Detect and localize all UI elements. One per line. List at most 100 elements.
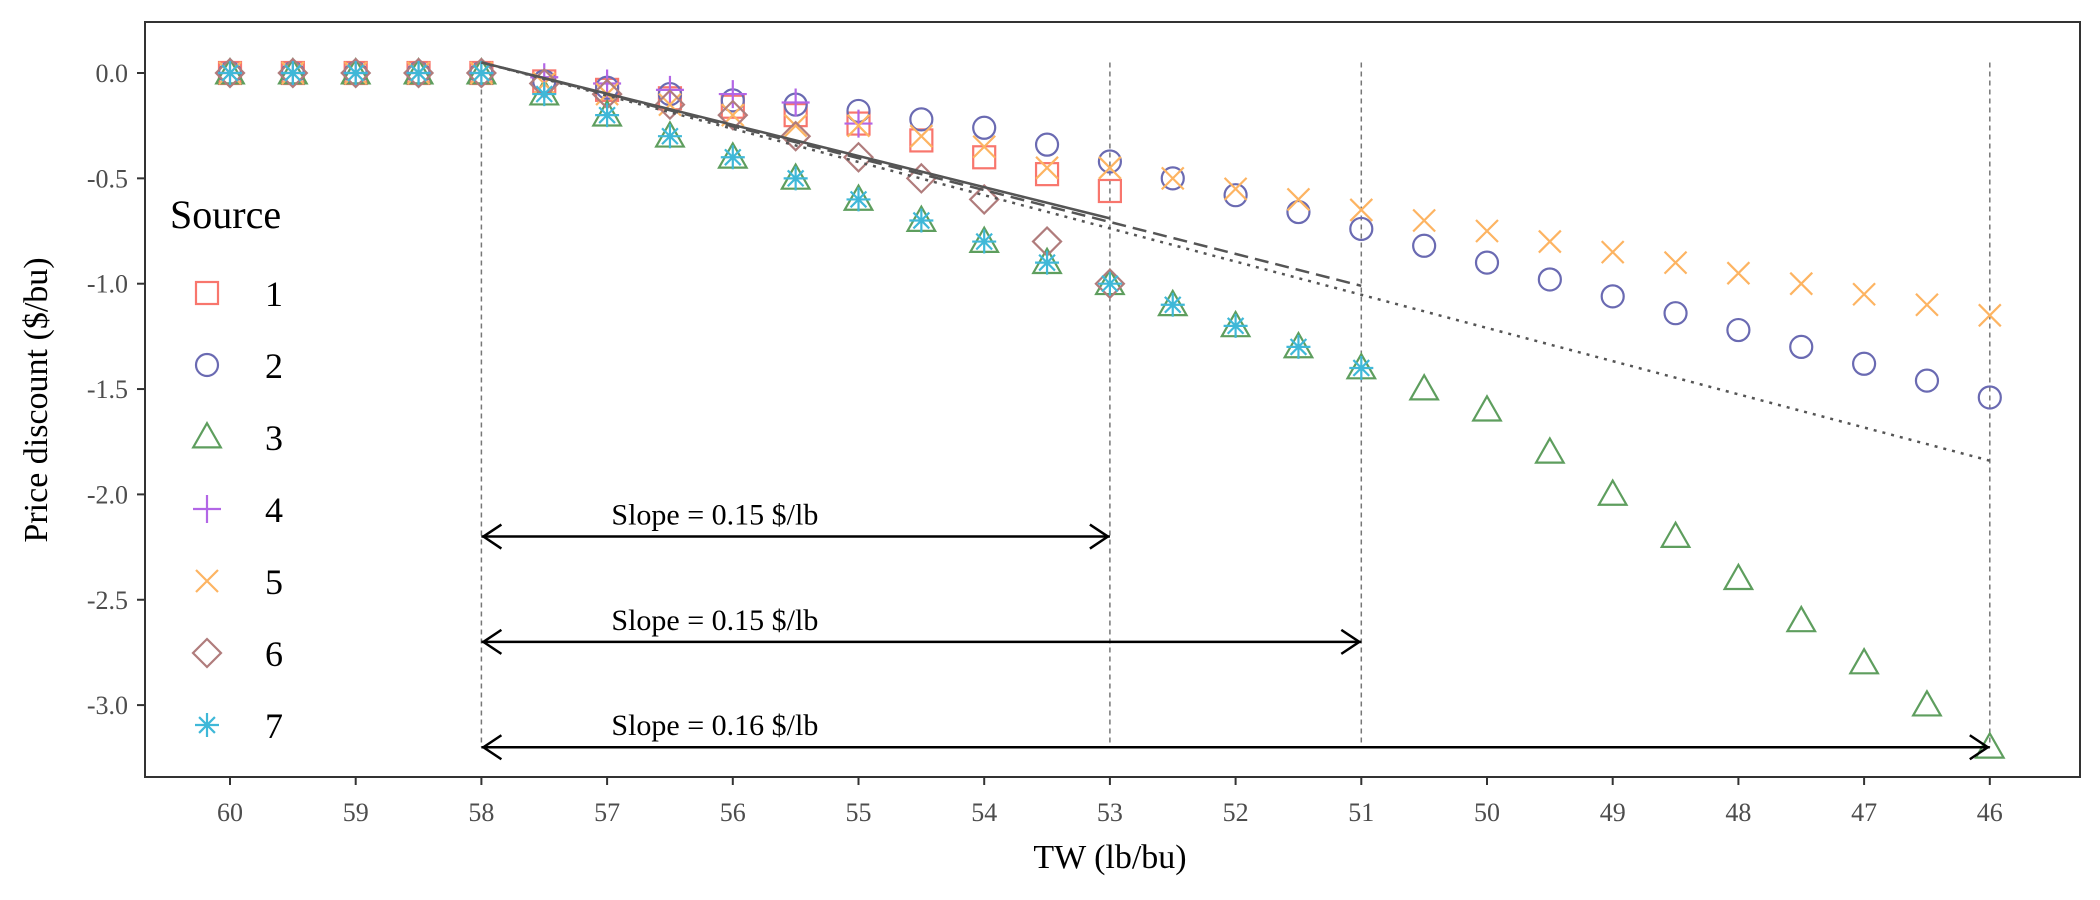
data-point-series-7 [532, 82, 557, 107]
data-point-series-6 [340, 57, 372, 89]
data-point-series-5 [1538, 229, 1562, 254]
data-point-series-4 [844, 109, 873, 138]
x-tick-label: 47 [1851, 798, 1877, 827]
data-point-series-2 [1223, 183, 1248, 208]
data-point-series-6 [780, 120, 812, 152]
data-point-series-7 [406, 61, 431, 85]
slope-label: Slope = 0.15 $/lb [611, 499, 818, 532]
y-tick-label: -0.5 [87, 164, 128, 193]
data-point-series-7 [657, 124, 682, 149]
data-point-series-7 [846, 187, 871, 212]
data-point-series-3 [1785, 604, 1817, 633]
data-point-series-3 [1848, 646, 1880, 675]
data-point-series-5 [1035, 156, 1059, 180]
data-point-series-2 [1726, 317, 1751, 343]
data-point-series-5 [1160, 166, 1185, 191]
guide-lines [480, 62, 1991, 748]
arrow-head-left [481, 523, 503, 550]
data-point-series-7 [1223, 313, 1248, 338]
data-point-series-2 [1851, 351, 1877, 376]
y-tick-label: -2.5 [87, 586, 128, 615]
data-point-series-7 [1160, 292, 1185, 317]
data-point-series-5 [1349, 198, 1374, 222]
data-point-series-7 [783, 166, 808, 191]
x-tick-label: 51 [1348, 798, 1374, 827]
data-point-series-2 [972, 115, 997, 140]
data-point-series-2 [909, 107, 934, 132]
legend-key-series-4 [193, 495, 221, 523]
legend-label: 2 [265, 346, 283, 386]
legend-key-series-3 [191, 420, 223, 449]
data-point-series-5 [1789, 271, 1814, 296]
slope-label: Slope = 0.16 $/lb [611, 709, 818, 742]
x-tick-label: 57 [594, 798, 620, 827]
data-point-series-7 [1349, 355, 1374, 380]
x-axis-title: TW (lb/bu) [1033, 839, 1186, 876]
arrow-head-right [1089, 523, 1111, 550]
regression-line-dashed [481, 61, 1362, 288]
data-point-series-7 [595, 103, 620, 128]
data-point-series-5 [972, 134, 996, 159]
y-axis: 0.0 -0.5 -1.0 -1.5 -2.0 -2.5 -3.0 [87, 59, 145, 720]
y-tick-label: -3.0 [87, 691, 128, 720]
legend-key-series-7 [195, 713, 219, 737]
data-point-series-4 [781, 88, 810, 117]
data-point-series-2 [1474, 250, 1500, 275]
legend-key-series-5 [195, 569, 219, 593]
arrow-head-right [1340, 628, 1362, 655]
data-point-series-2 [1600, 284, 1625, 309]
data-point-series-2 [1097, 149, 1123, 174]
data-point-series-2 [1914, 368, 1940, 393]
data-point-series-5 [1978, 303, 2002, 328]
slope-label: Slope = 0.15 $/lb [611, 604, 818, 637]
y-tick-label: 0.0 [96, 59, 129, 88]
data-point-series-6 [214, 57, 246, 89]
data-point-series-3 [1534, 436, 1566, 464]
arrow-head-left [481, 734, 503, 761]
y-tick-label: -2.0 [87, 480, 128, 509]
data-point-series-5 [1098, 156, 1122, 180]
data-point-series-5 [1663, 250, 1688, 275]
data-point-series-7 [280, 61, 305, 85]
x-tick-label: 55 [846, 798, 872, 827]
data-point-series-2 [1789, 334, 1814, 360]
x-tick-label: 46 [1977, 798, 2003, 827]
data-point-series-3 [1597, 478, 1629, 506]
data-point-series-1 [1097, 178, 1123, 204]
data-point-series-3 [1722, 562, 1755, 591]
data-point-series-5 [1286, 187, 1311, 212]
legend-label: 4 [265, 490, 283, 530]
data-point-series-5 [1600, 240, 1625, 264]
data-point-series-3 [1974, 731, 2006, 759]
data-point-series-5 [1412, 208, 1436, 233]
legend-title: Source [170, 192, 281, 237]
data-point-series-5 [909, 124, 934, 148]
data-point-series-2 [1663, 301, 1688, 326]
y-tick-label: -1.0 [87, 270, 128, 299]
arrow-head-right [1969, 734, 1991, 761]
data-point-series-6 [1094, 268, 1126, 300]
x-tick-label: 49 [1600, 798, 1626, 827]
data-point-series-6 [402, 57, 435, 89]
data-point-series-6 [717, 99, 749, 131]
x-tick-label: 59 [343, 798, 369, 827]
data-point-series-3 [1659, 520, 1692, 548]
data-point-series-2 [1977, 385, 2002, 410]
x-tick-label: 52 [1223, 798, 1249, 827]
data-point-series-6 [277, 57, 309, 89]
data-point-series-3 [1471, 394, 1503, 422]
data-point-series-2 [1412, 233, 1437, 258]
data-point-series-3 [1408, 373, 1440, 401]
data-point-series-7 [343, 61, 368, 85]
data-point-series-3 [1911, 689, 1943, 717]
data-point-series-5 [1475, 219, 1499, 243]
data-point-series-7 [469, 61, 494, 85]
y-axis-title: Price discount ($/bu) [18, 257, 55, 542]
y-tick-label: -1.5 [87, 375, 128, 404]
data-point-series-5 [846, 113, 871, 138]
legend-label: 3 [265, 418, 283, 458]
data-point-series-5 [1223, 177, 1248, 201]
data-point-series-7 [218, 61, 242, 85]
data-point-series-7 [1097, 271, 1122, 296]
